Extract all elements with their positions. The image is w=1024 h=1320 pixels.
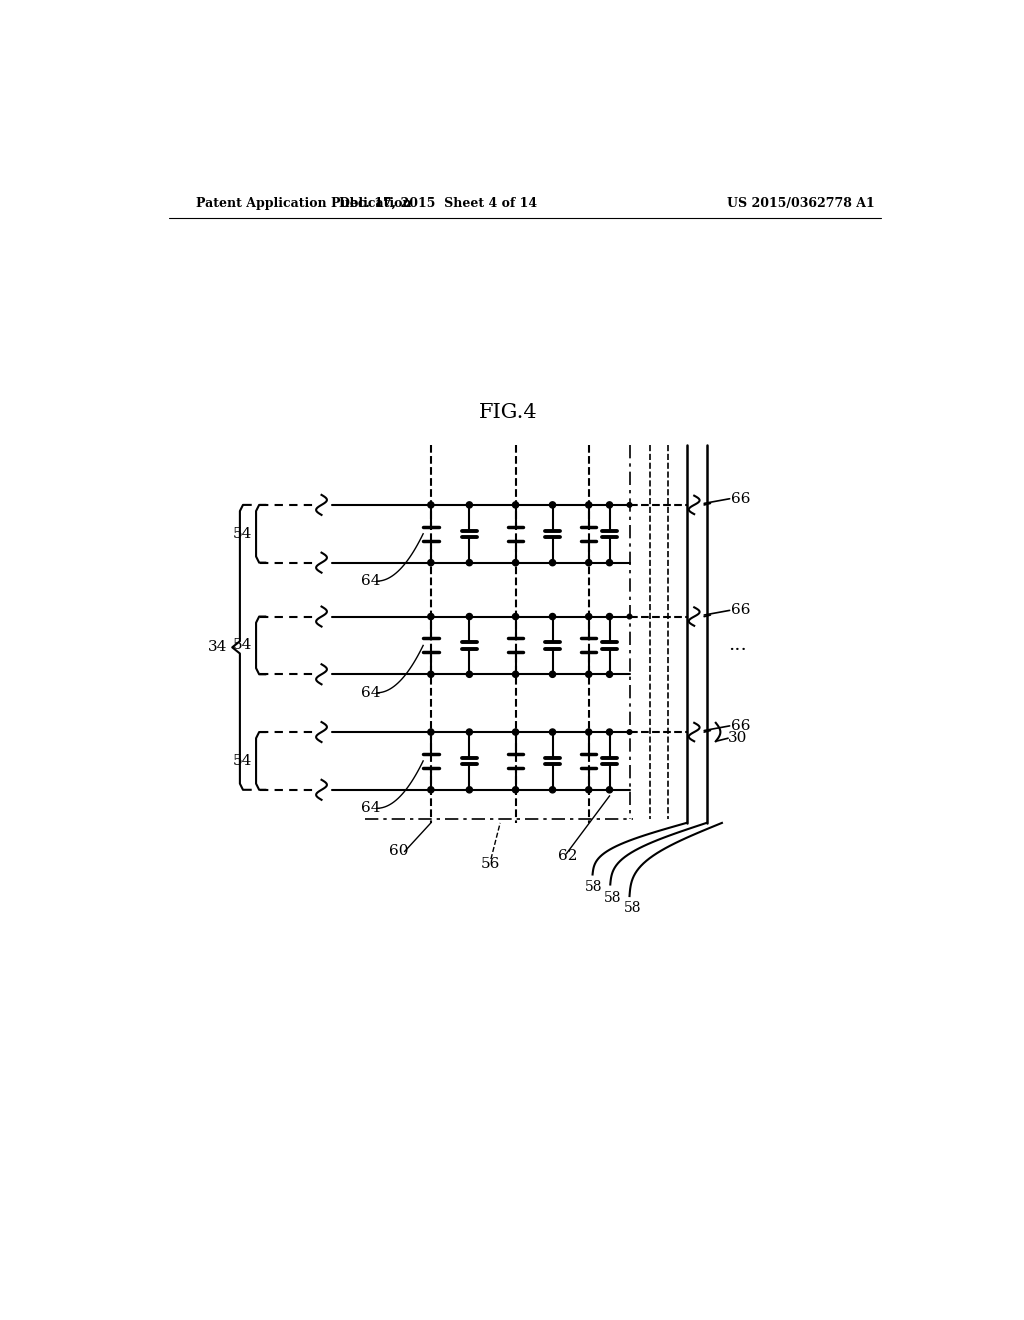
Circle shape [428, 671, 434, 677]
Text: 66: 66 [731, 492, 751, 506]
Circle shape [550, 560, 556, 566]
Circle shape [550, 671, 556, 677]
Circle shape [466, 729, 472, 735]
Text: 64: 64 [361, 574, 381, 589]
Circle shape [512, 729, 518, 735]
Text: 54: 54 [232, 527, 252, 541]
Circle shape [550, 729, 556, 735]
Text: US 2015/0362778 A1: US 2015/0362778 A1 [727, 197, 874, 210]
Circle shape [512, 502, 518, 508]
Text: Patent Application Publication: Patent Application Publication [196, 197, 412, 210]
Text: 30: 30 [728, 731, 748, 746]
Circle shape [512, 671, 518, 677]
Text: 64: 64 [361, 801, 381, 816]
Circle shape [512, 560, 518, 566]
Text: 64: 64 [361, 686, 381, 700]
Circle shape [606, 671, 612, 677]
Circle shape [466, 560, 472, 566]
Circle shape [606, 560, 612, 566]
Circle shape [512, 614, 518, 619]
Circle shape [428, 729, 434, 735]
Text: Dec. 17, 2015  Sheet 4 of 14: Dec. 17, 2015 Sheet 4 of 14 [340, 197, 538, 210]
Text: 54: 54 [232, 754, 252, 768]
Circle shape [586, 671, 592, 677]
Circle shape [586, 502, 592, 508]
Text: 66: 66 [731, 719, 751, 733]
Text: 34: 34 [208, 640, 227, 655]
Circle shape [586, 729, 592, 735]
Text: 56: 56 [481, 857, 501, 871]
Circle shape [428, 614, 434, 619]
Text: ...: ... [728, 636, 746, 655]
Circle shape [466, 502, 472, 508]
Circle shape [428, 560, 434, 566]
Circle shape [628, 614, 632, 619]
Circle shape [512, 787, 518, 793]
Circle shape [606, 614, 612, 619]
Circle shape [586, 787, 592, 793]
Circle shape [606, 502, 612, 508]
Circle shape [550, 614, 556, 619]
Circle shape [606, 729, 612, 735]
Circle shape [550, 502, 556, 508]
Circle shape [628, 503, 632, 507]
Circle shape [466, 614, 472, 619]
Text: 58: 58 [624, 902, 641, 915]
Circle shape [428, 787, 434, 793]
Circle shape [466, 787, 472, 793]
Circle shape [586, 614, 592, 619]
Text: FIG.4: FIG.4 [478, 403, 538, 422]
Text: 58: 58 [604, 891, 622, 904]
Circle shape [550, 787, 556, 793]
Text: 58: 58 [586, 880, 603, 894]
Text: 54: 54 [232, 639, 252, 652]
Text: 66: 66 [731, 603, 751, 618]
Circle shape [628, 730, 632, 734]
Circle shape [586, 560, 592, 566]
Circle shape [466, 671, 472, 677]
Text: 60: 60 [389, 845, 409, 858]
Text: 62: 62 [558, 849, 578, 863]
Circle shape [428, 502, 434, 508]
Circle shape [606, 787, 612, 793]
